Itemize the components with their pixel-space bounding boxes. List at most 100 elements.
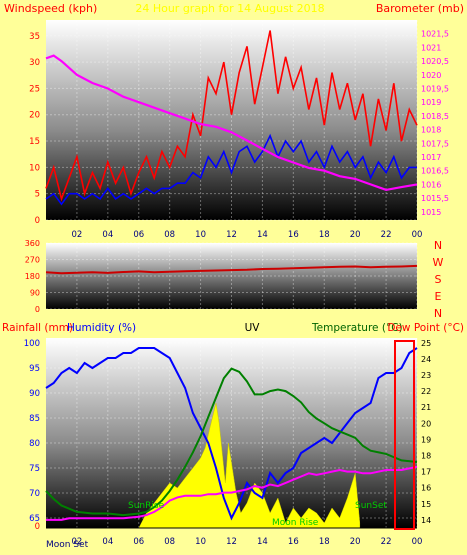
x-tick-label: 22 <box>381 230 392 240</box>
compass-label: S <box>435 273 442 286</box>
wind-x-ticks: 02 04 06 08 10 12 14 16 18 20 22 00 <box>72 230 423 240</box>
humidity-y-tick-label: 85 <box>29 414 40 424</box>
wind-y-ticks: 0 5 10 15 20 25 30 35 <box>29 32 40 226</box>
x-tick-label: 10 <box>195 537 206 547</box>
x-tick-label: 22 <box>381 537 392 547</box>
direction-series-line <box>45 264 418 275</box>
humidity-axis-title: Humidity (%) <box>67 322 136 334</box>
barometer-y-tick-label: 1018 <box>421 126 441 135</box>
x-tick-label: 12 <box>226 537 237 547</box>
wind-plot-series <box>45 30 418 206</box>
x-tick-label: 20 <box>350 537 361 547</box>
wind-y-tick-label: 5 <box>35 190 40 200</box>
moon-rise-label: Moon Rise <box>272 518 319 528</box>
wind-y-tick-label: 10 <box>29 163 40 173</box>
sunset-label: SunSet <box>355 501 387 511</box>
humidity-y-tick-label: 95 <box>29 364 40 374</box>
sunrise-label: SunRise <box>128 501 165 511</box>
x-tick-label: 20 <box>350 230 361 240</box>
direction-plot-grid <box>46 242 418 310</box>
barometer-axis-title: Barometer (mb) <box>376 2 464 15</box>
barometer-y-tick-label: 1020,5 <box>421 57 449 66</box>
compass-label: N <box>434 307 442 320</box>
x-tick-label: 08 <box>164 230 175 240</box>
temperature-y-tick-label: 23 <box>421 371 431 380</box>
x-tick-label: 04 <box>102 537 113 547</box>
barometer-y-tick-label: 1018,5 <box>421 112 449 121</box>
humidity-y-tick-label: 90 <box>29 389 40 399</box>
temperature-axis-title: Temperature (°C) <box>311 322 403 334</box>
wind-y-tick-label: 15 <box>29 137 40 147</box>
wind-series-line <box>45 30 418 202</box>
x-tick-label: 14 <box>257 537 268 547</box>
x-tick-label: 08 <box>164 537 175 547</box>
temperature-y-tick-label: 15 <box>421 500 431 509</box>
moon-set-label: Moon Set <box>46 540 89 550</box>
rain-y-tick-label: 0 <box>35 522 40 532</box>
temperature-y-tick-label: 22 <box>421 387 431 396</box>
temperature-series-line <box>45 367 418 517</box>
temperature-y-tick-label: 17 <box>421 468 431 477</box>
wind-y-tick-label: 0 <box>35 216 40 226</box>
x-tick-label: 16 <box>288 230 299 240</box>
dewpoint-series-line <box>46 465 418 521</box>
direction-y-tick-label: 0 <box>35 305 40 314</box>
dewpoint-axis-title: Dew Point (°C) <box>387 322 464 334</box>
barometer-y-tick-label: 1021,5 <box>421 30 449 39</box>
x-tick-label: 18 <box>319 537 330 547</box>
humidity-y-tick-label: 65 <box>29 514 40 524</box>
humidity-y-ticks: 65 70 75 80 85 90 95 100 0 <box>24 339 40 532</box>
compass-label: W <box>433 256 444 269</box>
compass-label: E <box>435 290 442 303</box>
x-tick-label: 00 <box>412 537 423 547</box>
temperature-y-tick-label: 20 <box>421 419 431 428</box>
x-tick-label: 00 <box>412 230 423 240</box>
x-tick-label: 16 <box>288 537 299 547</box>
rainfall-axis-title: Rainfall (mm) <box>2 322 73 334</box>
barometer-y-tick-label: 1021 <box>421 43 441 52</box>
x-tick-label: 02 <box>72 537 83 547</box>
temperature-y-tick-label: 18 <box>421 452 431 461</box>
temperature-y-tick-label: 21 <box>421 403 431 412</box>
direction-y-ticks: 0 90 180 270 360 <box>25 239 40 314</box>
barometer-series-line <box>45 54 418 192</box>
humidity-y-tick-label: 75 <box>29 464 40 474</box>
compass-label: N <box>434 239 442 252</box>
direction-y-tick-label: 270 <box>25 256 40 265</box>
temperature-y-ticks: 14 15 16 17 18 19 20 21 22 23 24 25 <box>421 339 431 525</box>
current-time-highlight <box>394 340 415 530</box>
direction-y-tick-label: 180 <box>25 272 40 281</box>
barometer-y-tick-label: 1016,5 <box>421 167 449 176</box>
temperature-y-tick-label: 19 <box>421 435 431 444</box>
humidity-y-tick-label: 100 <box>24 339 40 349</box>
barometer-y-tick-label: 1015,5 <box>421 194 449 203</box>
x-tick-label: 06 <box>133 230 144 240</box>
humidity-y-tick-label: 70 <box>29 489 40 499</box>
x-tick-label: 06 <box>133 537 144 547</box>
humidity-series-line <box>45 347 418 521</box>
temperature-y-tick-label: 25 <box>421 339 431 348</box>
x-tick-label: 18 <box>319 230 330 240</box>
barometer-y-tick-label: 1020 <box>421 71 441 80</box>
x-tick-label: 14 <box>257 230 268 240</box>
temperature-y-tick-label: 16 <box>421 484 431 493</box>
windspeed-axis-title: Windspeed (kph) <box>4 2 97 15</box>
direction-y-tick-label: 360 <box>25 239 40 248</box>
wind-y-tick-label: 20 <box>29 111 40 121</box>
direction-plot-series <box>45 264 418 275</box>
direction-y-tick-label: 90 <box>30 289 40 298</box>
climate-x-ticks: 02 04 06 08 10 12 14 16 18 20 22 00 <box>72 537 423 547</box>
temperature-y-tick-label: 24 <box>421 355 431 364</box>
x-tick-label: 10 <box>195 230 206 240</box>
barometer-y-ticks: 1015 1015,5 1016 1016,5 1017 1017,5 1018 1018,5… <box>421 30 449 217</box>
temperature-y-tick-label: 14 <box>421 516 431 525</box>
barometer-y-tick-label: 1019 <box>421 98 441 107</box>
x-tick-label: 12 <box>226 230 237 240</box>
wind-y-tick-label: 35 <box>29 32 40 42</box>
barometer-y-tick-label: 1017,5 <box>421 139 449 148</box>
wind-y-tick-label: 25 <box>29 84 40 94</box>
x-tick-label: 02 <box>72 230 83 240</box>
